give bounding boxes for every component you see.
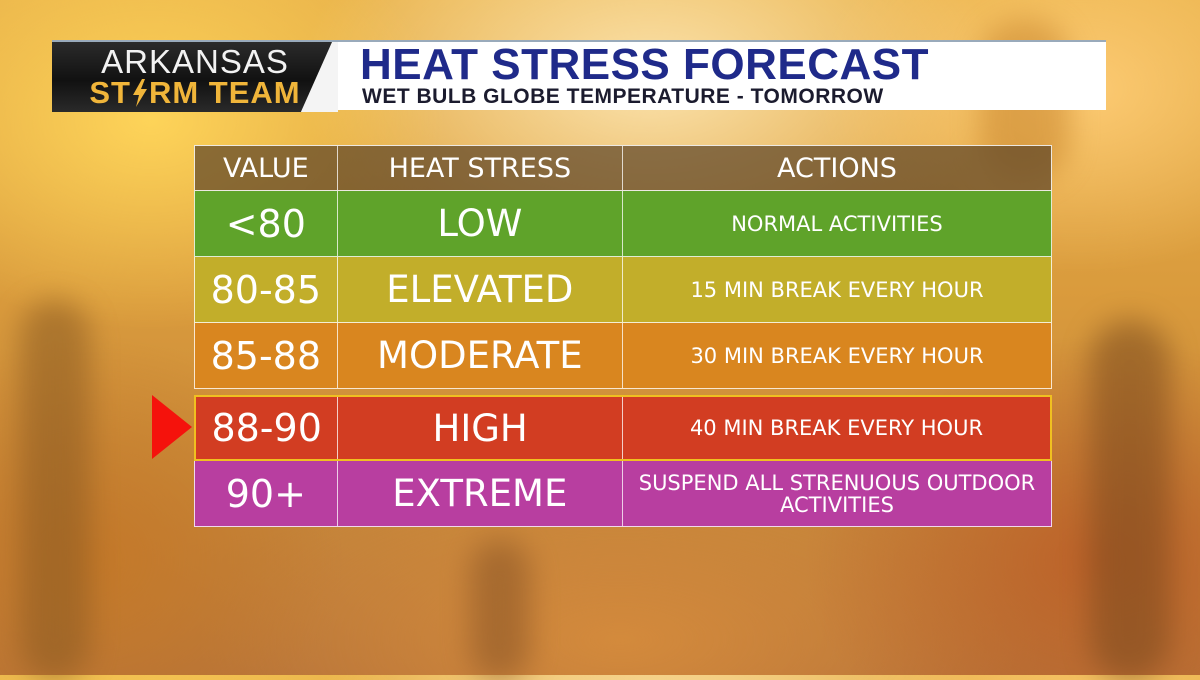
- header-actions: ACTIONS: [777, 152, 897, 184]
- page-subtitle: WET BULB GLOBE TEMPERATURE - TOMORROW: [362, 85, 884, 108]
- background-stalk: [1090, 320, 1170, 680]
- header-value: VALUE: [195, 146, 338, 190]
- background-stalk: [470, 540, 530, 680]
- logo-line-1: ARKANSAS: [101, 43, 289, 80]
- row-value: <80: [195, 191, 338, 256]
- header-banner: ARKANSAS ST RM TEAM HEAT STRESS FORECAST …: [52, 40, 1106, 112]
- heat-stress-table: VALUE HEAT STRESS ACTIONS <80 LOW NORMAL…: [194, 145, 1052, 527]
- table-row: 90+ EXTREME SUSPEND ALL STRENUOUS OUTDOO…: [194, 461, 1052, 527]
- header-heat-stress: HEAT STRESS: [338, 146, 623, 190]
- row-action: 15 MIN BREAK EVERY HOUR: [690, 277, 984, 302]
- row-level: HIGH: [338, 397, 623, 459]
- row-action: SUSPEND ALL STRENUOUS OUTDOOR ACTIVITIES: [638, 470, 1036, 517]
- row-value: 90+: [195, 461, 338, 526]
- current-level-arrow-icon: [152, 395, 192, 459]
- page-title: HEAT STRESS FORECAST: [360, 40, 930, 89]
- row-value: 85-88: [195, 323, 338, 388]
- background-stalk: [20, 300, 90, 680]
- row-level: EXTREME: [338, 461, 623, 526]
- logo-text-part-1: ST: [89, 75, 131, 110]
- row-action: NORMAL ACTIVITIES: [731, 211, 943, 236]
- lightning-bolt-icon: [132, 79, 147, 107]
- table-row-highlighted: 88-90 HIGH 40 MIN BREAK EVERY HOUR: [194, 395, 1052, 461]
- row-value: 88-90: [196, 397, 339, 459]
- row-action: 40 MIN BREAK EVERY HOUR: [689, 416, 984, 440]
- logo-line-2: ST RM TEAM: [52, 76, 338, 110]
- table-row: <80 LOW NORMAL ACTIVITIES: [194, 191, 1052, 257]
- table-row: 80-85 ELEVATED 15 MIN BREAK EVERY HOUR: [194, 257, 1052, 323]
- table-header-row: VALUE HEAT STRESS ACTIONS: [194, 145, 1052, 191]
- row-level: LOW: [338, 191, 623, 256]
- row-action: 30 MIN BREAK EVERY HOUR: [690, 343, 984, 368]
- row-value: 80-85: [195, 257, 338, 322]
- logo-text-part-2: RM TEAM: [148, 75, 301, 110]
- row-level: MODERATE: [338, 323, 623, 388]
- row-level: ELEVATED: [338, 257, 623, 322]
- title-panel: HEAT STRESS FORECAST WET BULB GLOBE TEMP…: [338, 40, 1106, 110]
- storm-team-logo: ARKANSAS ST RM TEAM: [52, 40, 338, 112]
- table-row: 85-88 MODERATE 30 MIN BREAK EVERY HOUR: [194, 323, 1052, 389]
